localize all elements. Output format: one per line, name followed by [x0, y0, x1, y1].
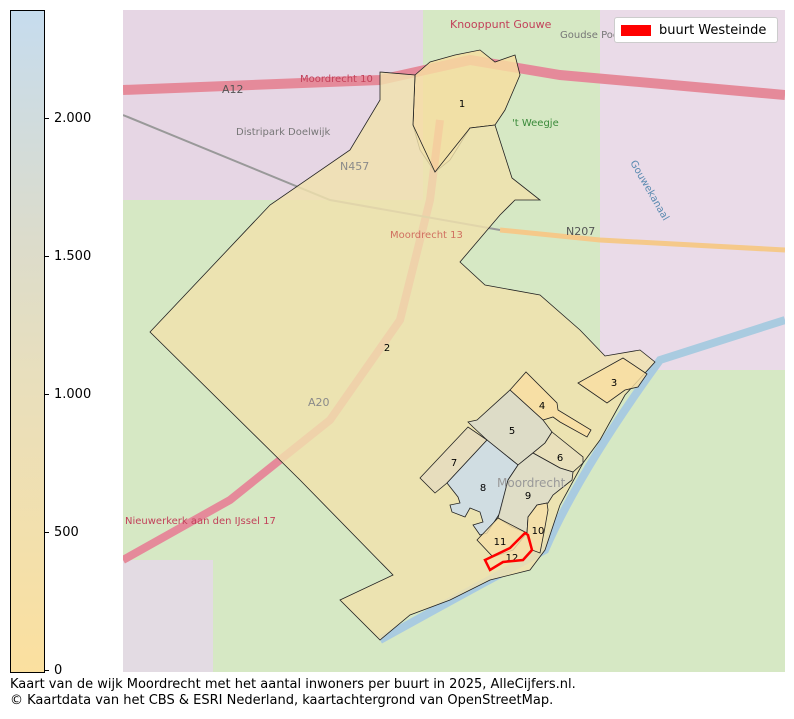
map-label: N207	[566, 225, 595, 238]
map-label: Moordrecht	[497, 476, 566, 490]
neighbourhood-label: 10	[532, 526, 545, 537]
map-label: A12	[222, 83, 244, 96]
colorbar-tick: 1.000	[44, 387, 91, 402]
map-label: Knooppunt Gouwe	[450, 18, 552, 31]
neighbourhood-label: 2	[384, 343, 390, 354]
neighbourhood-3[interactable]	[577, 357, 648, 404]
neighbourhood-4[interactable]	[509, 371, 592, 438]
map-label: Moordrecht 10	[300, 74, 373, 85]
legend-label: buurt Westeinde	[659, 22, 767, 38]
caption-credits: © Kaartdata van het CBS & ESRI Nederland…	[10, 693, 554, 708]
map-label: A20	[308, 396, 330, 409]
neighbourhood-label: 12	[506, 553, 519, 564]
neighbourhood-label: 9	[525, 491, 531, 502]
map-label: N457	[340, 160, 369, 173]
map-label: Goudse Poort	[560, 30, 627, 41]
map-label: Nieuwerkerk aan den IJssel 17	[125, 516, 276, 527]
colorbar-tick: 0	[44, 663, 62, 678]
neighbourhood-label: 1	[459, 99, 465, 110]
caption-title: Kaart van de wijk Moordrecht met het aan…	[10, 677, 576, 692]
highlight-westeinde[interactable]	[483, 531, 534, 572]
colorbar-tick: 2.000	[44, 111, 91, 126]
neighbourhood-label: 4	[539, 401, 545, 412]
neighbourhood-label: 11	[494, 537, 507, 548]
map[interactable]: A12 Moordrecht 10 Knooppunt Gouwe Goudse…	[123, 10, 785, 672]
colorbar-tick: 1.500	[44, 249, 91, 264]
map-label: 't Weegje	[512, 118, 559, 129]
legend-swatch	[621, 24, 651, 36]
neighbourhood-label: 6	[557, 453, 563, 464]
legend: buurt Westeinde	[614, 17, 778, 43]
map-label: Distripark Doelwijk	[236, 127, 331, 138]
neighbourhood-label: 8	[480, 483, 486, 494]
colorbar-tick: 500	[44, 525, 79, 540]
neighbourhood-label: 3	[611, 378, 617, 389]
map-label: Moordrecht 13	[390, 230, 463, 241]
neighbourhood-label: 5	[509, 426, 515, 437]
neighbourhood-label: 7	[451, 458, 457, 469]
colorbar	[10, 10, 45, 673]
